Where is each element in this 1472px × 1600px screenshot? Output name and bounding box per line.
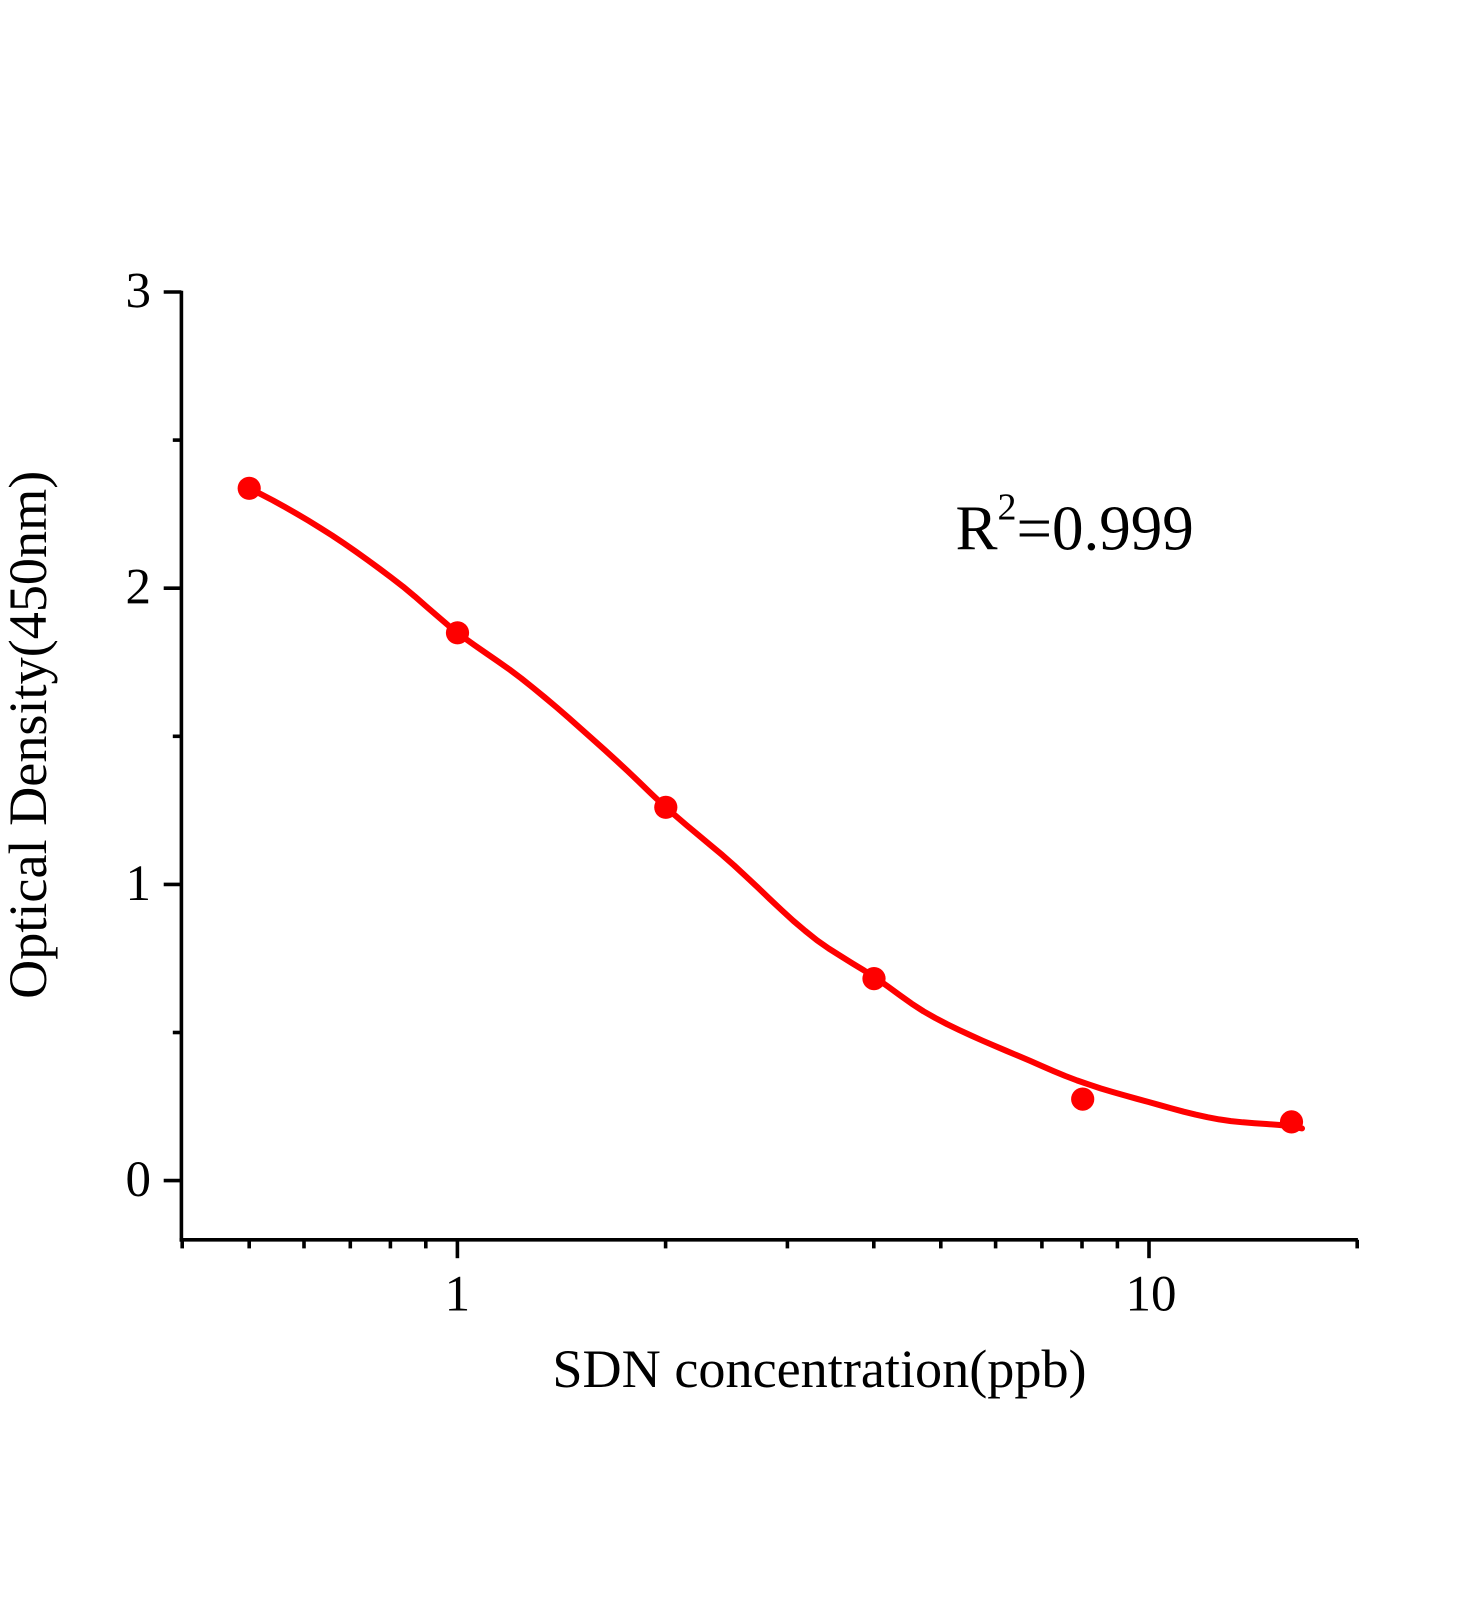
svg-text:Optical Density(450nm): Optical Density(450nm) xyxy=(0,471,58,999)
svg-text:R2=0.999: R2=0.999 xyxy=(956,487,1194,564)
svg-text:1: 1 xyxy=(445,1267,471,1323)
svg-text:3: 3 xyxy=(126,264,152,320)
svg-text:SDN concentration(ppb): SDN concentration(ppb) xyxy=(552,1339,1086,1399)
svg-text:0: 0 xyxy=(126,1152,152,1208)
svg-text:1: 1 xyxy=(126,856,152,912)
svg-text:2: 2 xyxy=(126,560,152,616)
svg-text:10: 10 xyxy=(1126,1267,1177,1323)
